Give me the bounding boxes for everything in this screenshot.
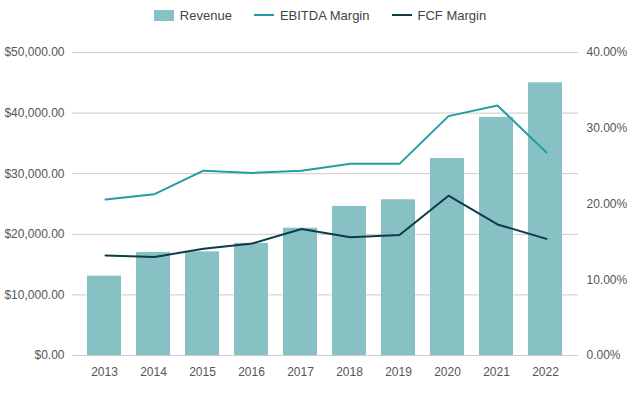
svg-text:2020: 2020: [434, 365, 461, 379]
svg-text:20.00%: 20.00%: [587, 197, 628, 211]
svg-text:2018: 2018: [336, 365, 363, 379]
svg-text:2022: 2022: [532, 365, 559, 379]
html-text:Revenue: Revenue: [179, 7, 232, 23]
html-text:FCF Margin: FCF Margin: [417, 7, 487, 23]
svg-text:2014: 2014: [140, 365, 167, 379]
svg-text:$10,000.00: $10,000.00: [4, 288, 64, 302]
svg-text:$30,000.00: $30,000.00: [4, 167, 64, 181]
svg-text:0.00%: 0.00%: [587, 348, 621, 362]
svg-text:$0.00: $0.00: [34, 348, 64, 362]
svg-text:$40,000.00: $40,000.00: [4, 106, 64, 120]
svg-text:2021: 2021: [483, 365, 510, 379]
svg-text:2015: 2015: [189, 365, 216, 379]
svg-text:2016: 2016: [238, 365, 265, 379]
svg-text:10.00%: 10.00%: [587, 273, 628, 287]
svg-text:30.00%: 30.00%: [587, 121, 628, 135]
html-text:EBITDA Margin: EBITDA Margin: [279, 7, 370, 23]
svg-text:2017: 2017: [287, 365, 314, 379]
svg-text:2013: 2013: [91, 365, 118, 379]
svg-text:40.00%: 40.00%: [587, 45, 628, 59]
svg-text:2019: 2019: [385, 365, 412, 379]
svg-text:$20,000.00: $20,000.00: [4, 227, 64, 241]
svg-text:$50,000.00: $50,000.00: [4, 45, 64, 59]
